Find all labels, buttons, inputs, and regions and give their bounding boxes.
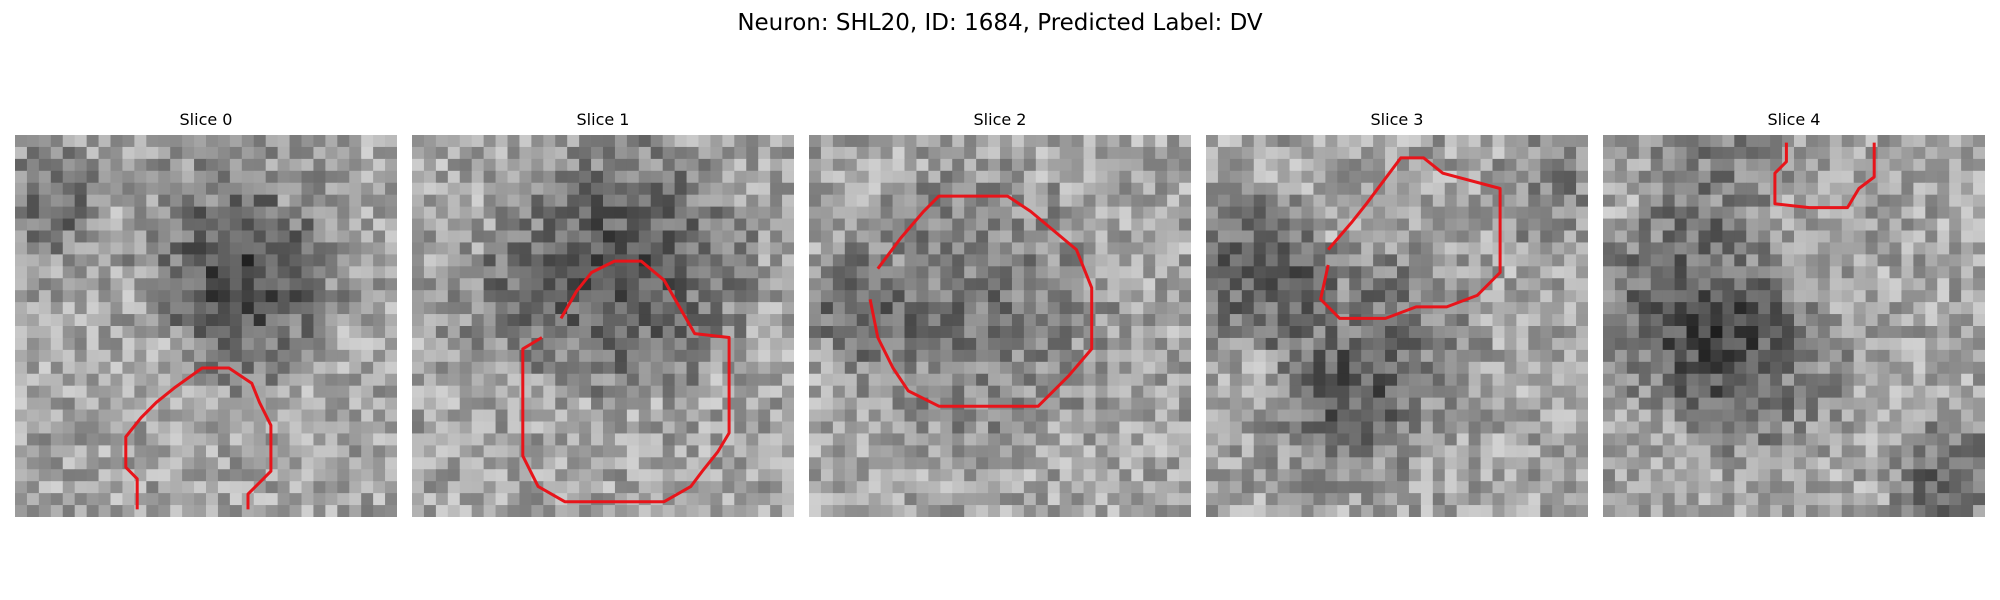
segmentation-contour-3 xyxy=(1319,156,1502,320)
slice-panel-2: Slice 2 xyxy=(809,110,1191,517)
slice-panel-0: Slice 0 xyxy=(15,110,397,517)
segmentation-contour-4 xyxy=(1773,142,1876,210)
segmentation-contour-2 xyxy=(868,194,1094,408)
slice-title-2: Slice 2 xyxy=(973,110,1027,129)
slice-image-4 xyxy=(1603,135,1985,517)
slice-image-0 xyxy=(15,135,397,517)
slice-panel-3: Slice 3 xyxy=(1206,110,1588,517)
slice-panel-4: Slice 4 xyxy=(1603,110,1985,517)
slice-title-3: Slice 3 xyxy=(1370,110,1424,129)
segmentation-contour-0 xyxy=(124,366,273,510)
slice-image-2 xyxy=(809,135,1191,517)
slice-title-0: Slice 0 xyxy=(179,110,233,129)
slice-title-4: Slice 4 xyxy=(1767,110,1821,129)
slice-image-3 xyxy=(1206,135,1588,517)
segmentation-contour-1 xyxy=(521,259,731,504)
slice-title-1: Slice 1 xyxy=(576,110,630,129)
figure-title: Neuron: SHL20, ID: 1684, Predicted Label… xyxy=(737,10,1263,36)
slice-panel-1: Slice 1 xyxy=(412,110,794,517)
slice-image-1 xyxy=(412,135,794,517)
